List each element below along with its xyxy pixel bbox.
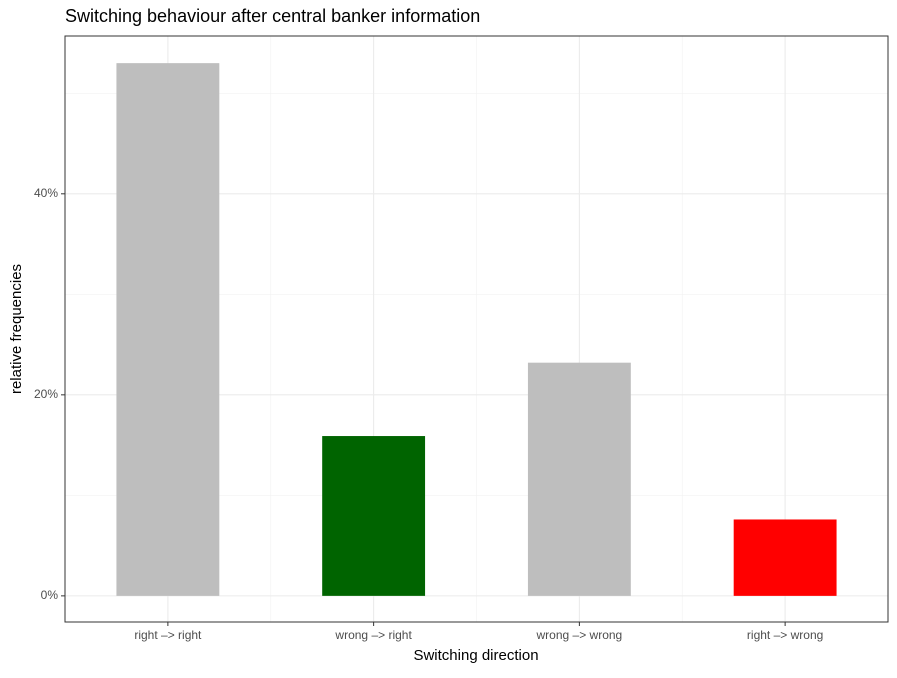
y-tick-label: 20% — [34, 387, 58, 401]
bar — [116, 63, 220, 596]
y-tick-label: 0% — [41, 588, 59, 602]
x-tick-label: wrong –> wrong — [536, 628, 623, 642]
chart-title: Switching behaviour after central banker… — [65, 6, 480, 26]
x-tick-label: right –> wrong — [747, 628, 823, 642]
y-axis-label: relative frequencies — [8, 264, 25, 394]
bar — [527, 362, 631, 596]
panel-border — [64, 35, 889, 623]
bar — [733, 519, 837, 596]
y-tick-label: 40% — [34, 186, 58, 200]
x-tick-label: right –> right — [134, 628, 202, 642]
bar — [322, 436, 426, 596]
plot-area: 0% 20% 40% right –> right wrong –> right wron… — [34, 36, 888, 642]
x-tick-label: wrong –> right — [334, 628, 412, 642]
x-axis-label: Switching direction — [413, 647, 538, 664]
